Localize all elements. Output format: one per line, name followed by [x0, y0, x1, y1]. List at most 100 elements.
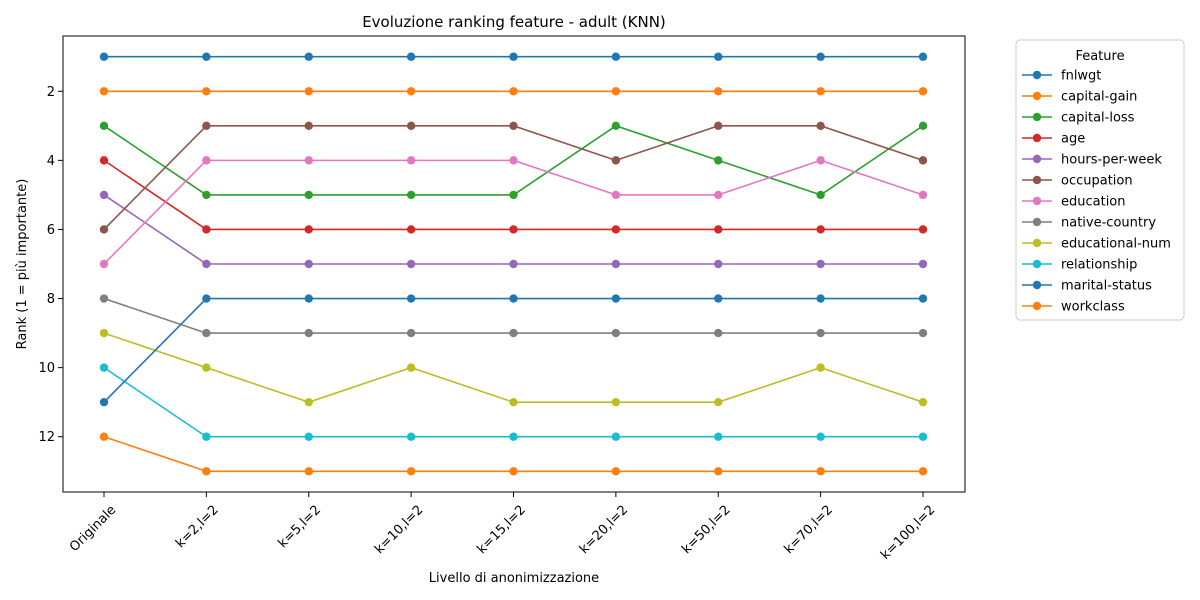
data-point	[611, 156, 621, 165]
legend-marker	[1032, 259, 1042, 269]
series-occupation	[99, 121, 928, 234]
legend-label: hours-per-week	[1061, 153, 1162, 168]
data-point	[611, 328, 621, 338]
data-point	[714, 259, 723, 269]
data-point	[406, 52, 416, 61]
legend-item: relationship	[1022, 258, 1137, 273]
data-point	[99, 259, 109, 269]
data-point	[304, 156, 313, 165]
legend: Feature fnlwgt capital-gain capital-loss ag…	[1015, 39, 1185, 321]
legend-marker	[1032, 154, 1042, 164]
legend-item: hours-per-week	[1022, 153, 1162, 168]
y-tick-label: 12	[38, 430, 55, 445]
data-point	[99, 397, 109, 407]
data-point	[918, 467, 928, 476]
data-point	[202, 190, 211, 200]
legend-label: education	[1061, 195, 1126, 210]
x-tick-label: k=20,l=2	[577, 503, 631, 557]
data-point	[918, 190, 928, 200]
data-point	[714, 328, 723, 338]
y-tick-label: 10	[38, 361, 55, 376]
data-point	[304, 190, 313, 200]
data-point	[611, 432, 621, 441]
legend-marker	[1032, 112, 1042, 122]
series-relationship	[99, 363, 928, 441]
x-axis-label: Livello di anonimizzazione	[429, 571, 599, 586]
y-axis-label: Rank (1 = più importante)	[15, 179, 30, 350]
data-point	[202, 156, 211, 165]
data-point	[99, 87, 109, 96]
legend-marker	[1032, 196, 1042, 206]
y-axis: 2 4 6 8 10 12	[38, 85, 63, 445]
legend-marker	[1032, 175, 1042, 185]
data-point	[918, 156, 928, 165]
series-line	[103, 435, 923, 473]
series-marital-status	[99, 294, 928, 407]
series-age	[99, 156, 928, 234]
series-line	[103, 159, 924, 265]
legend-marker	[1032, 91, 1042, 101]
legend-label: capital-loss	[1061, 111, 1135, 126]
y-tick-label: 8	[47, 292, 55, 307]
legend-label: relationship	[1061, 258, 1137, 273]
x-tick-label: k=100,l=2	[878, 503, 938, 563]
data-point	[304, 121, 313, 131]
data-point	[509, 190, 518, 200]
data-point	[406, 87, 416, 96]
data-point	[304, 52, 313, 61]
legend-item: occupation	[1022, 174, 1133, 189]
data-point	[202, 87, 211, 96]
data-point	[918, 225, 928, 234]
data-point	[406, 328, 416, 338]
data-point	[918, 328, 928, 338]
legend-label: marital-status	[1061, 279, 1152, 294]
legend-label: educational-num	[1061, 237, 1171, 252]
data-point	[406, 225, 416, 234]
data-point	[918, 87, 928, 96]
legend-item: education	[1022, 195, 1126, 210]
data-point	[509, 467, 518, 476]
data-point	[304, 397, 313, 407]
series-hours-per-week	[99, 190, 928, 269]
x-tick-label: k=70,l=2	[782, 503, 836, 557]
x-tick-label: Originale	[67, 503, 119, 555]
data-point	[816, 259, 825, 269]
legend-item: fnlwgt	[1022, 69, 1101, 84]
x-tick-label: k=5,l=2	[275, 503, 324, 552]
legend-label: age	[1061, 132, 1085, 147]
data-point	[714, 190, 723, 200]
data-point	[99, 121, 109, 131]
y-tick-label: 2	[47, 85, 55, 100]
data-point	[202, 432, 211, 441]
data-point	[202, 328, 211, 338]
data-point	[202, 52, 211, 61]
data-point	[816, 467, 825, 476]
data-point	[202, 363, 211, 372]
data-point	[611, 225, 621, 234]
data-point	[816, 225, 825, 234]
data-point	[202, 467, 211, 476]
data-point	[406, 259, 416, 269]
data-point	[714, 156, 723, 165]
data-point	[816, 121, 825, 131]
data-point	[611, 294, 621, 303]
data-point	[611, 259, 621, 269]
data-point	[611, 467, 621, 476]
data-point	[406, 190, 416, 200]
y-tick-label: 4	[47, 154, 55, 169]
legend-item: capital-loss	[1022, 111, 1135, 126]
legend-label: fnlwgt	[1061, 69, 1101, 84]
series-line	[103, 125, 924, 231]
data-point	[99, 432, 109, 441]
data-point	[99, 190, 109, 200]
legend-marker	[1032, 70, 1042, 80]
legend-items: fnlwgt capital-gain capital-loss age hours-p…	[1022, 69, 1171, 315]
series-workclass	[99, 432, 928, 476]
data-point	[714, 52, 723, 61]
data-point	[714, 87, 723, 96]
data-point	[99, 156, 109, 165]
data-point	[509, 52, 518, 61]
data-point	[202, 121, 211, 131]
x-tick-label: k=2,l=2	[173, 503, 222, 552]
data-point	[202, 294, 211, 303]
